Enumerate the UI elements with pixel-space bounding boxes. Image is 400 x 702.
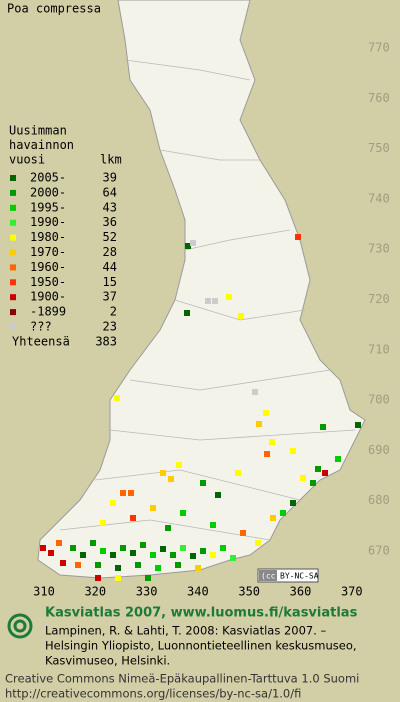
legend-count: 2 [110,305,117,319]
legend-swatch [10,249,16,256]
license-line: Creative Commons Nimeä-Epäkaupallinen-Ta… [5,672,359,686]
northing-label: 740 [368,191,390,205]
legend-label: 1950- [30,275,66,289]
legend-label: 1980- [30,230,66,244]
observation-squares [40,234,361,581]
legend-swatch [10,175,16,181]
easting-label: 350 [238,585,260,599]
legend-label: 1900- [30,290,66,304]
easting-label: 320 [84,585,106,599]
legend-total-label: Yhteensä [12,334,70,348]
northing-label: 690 [368,443,390,457]
legend-swatch [10,324,16,330]
legend-label: -1899 [30,305,66,319]
legend-count: 28 [103,245,117,259]
easting-label: 370 [341,585,363,599]
legend-heading: vuosi [9,153,45,167]
region-borders [59,59,356,541]
legend-swatch [10,189,16,196]
legend-swatch [10,309,16,316]
easting-label: 360 [290,585,312,599]
legend-count: 23 [103,320,117,334]
easting-label: 340 [187,585,209,599]
legend-label: 1990- [30,215,66,229]
legend-count: 36 [103,215,117,229]
legend-count: 64 [103,185,117,199]
legend-count-heading: lkm [100,153,122,167]
finland-map [37,0,366,579]
northing-label: 710 [368,342,390,356]
legend-label: 1970- [30,245,66,259]
legend-swatch [10,234,16,241]
legend-label: 2005- [30,171,66,185]
legend-swatch [10,294,16,301]
northing-label: 680 [368,493,390,507]
northing-label: 670 [368,544,390,558]
citation-line: Kasvimuseo, Helsinki. [45,654,170,668]
legend-total-count: 383 [95,334,117,348]
footer-heading: Kasviatlas 2007, www.luomus.fi/kasviatla… [45,606,358,621]
legend-label: 2000- [30,185,66,199]
legend-label: 1995- [30,200,66,214]
badge-label: BY-NC-SA [280,572,319,581]
legend-count: 15 [103,275,117,289]
legend-count: 44 [103,260,117,274]
legend-count: 37 [103,290,117,304]
legend-label: ??? [30,320,52,334]
citation-line: Helsingin Yliopisto, Luonnontieteellinen… [45,639,357,653]
northing-label: 760 [368,91,390,105]
license-line: http://creativecommons.org/licenses/by-n… [5,687,301,701]
legend-count: 52 [103,230,117,244]
northing-label: 750 [368,141,390,155]
easting-label: 310 [33,585,55,599]
legend-swatch [10,264,16,271]
cc-logo: (cc) [261,572,280,581]
legend-count: 39 [103,171,117,185]
legend-swatch [10,204,16,211]
northing-label: 720 [368,292,390,306]
legend-swatch [10,279,16,286]
legend-count: 43 [103,200,117,214]
legend-label: 1960- [30,260,66,274]
northing-label: 770 [368,41,390,55]
logo [7,613,33,639]
legend-heading: Uusimman [9,124,67,138]
northing-label: 700 [368,393,390,407]
easting-label: 330 [136,585,158,599]
northing-label: 730 [368,242,390,256]
legend-heading: havainnon [9,138,74,152]
legend-swatch [10,219,16,226]
citation-line: Lampinen, R. & Lahti, T. 2008: Kasviatla… [45,624,327,638]
cc-badge: (cc) BY-NC-SA [257,568,319,583]
species-title: Poa compressa [7,2,101,16]
